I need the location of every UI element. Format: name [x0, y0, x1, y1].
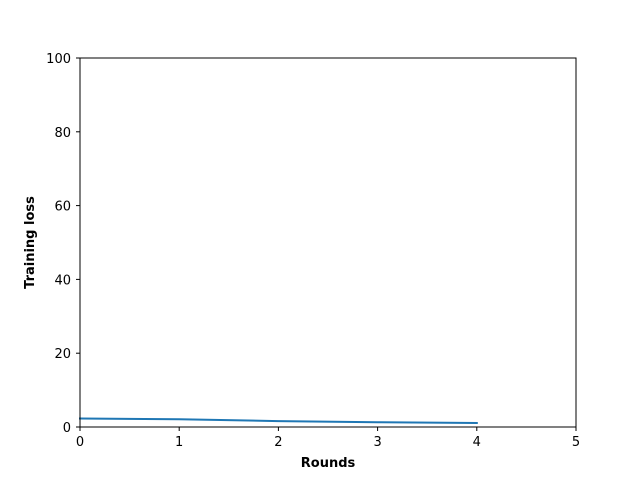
y-tick-label: 0 — [63, 421, 71, 436]
y-tick-label: 80 — [54, 126, 71, 141]
y-tick-label: 60 — [54, 200, 71, 215]
x-tick-label: 2 — [274, 435, 282, 450]
x-tick-label: 5 — [572, 435, 580, 450]
x-tick-label: 3 — [373, 435, 381, 450]
y-tick-label: 40 — [54, 273, 71, 288]
y-tick-label: 20 — [54, 347, 71, 362]
x-tick-label: 0 — [76, 435, 84, 450]
y-axis-ticks: 0 20 40 60 80 100 — [46, 52, 80, 436]
x-axis-label: Rounds — [301, 456, 356, 471]
series-layer — [78, 417, 478, 424]
y-tick-label: 100 — [46, 52, 71, 67]
x-tick-label: 1 — [175, 435, 183, 450]
x-tick-label: 4 — [473, 435, 481, 450]
x-axis-ticks: 0 1 2 3 4 5 — [76, 427, 580, 450]
plot-frame — [79, 57, 577, 428]
y-axis-label: Training loss — [23, 196, 38, 289]
series-line — [78, 417, 478, 424]
